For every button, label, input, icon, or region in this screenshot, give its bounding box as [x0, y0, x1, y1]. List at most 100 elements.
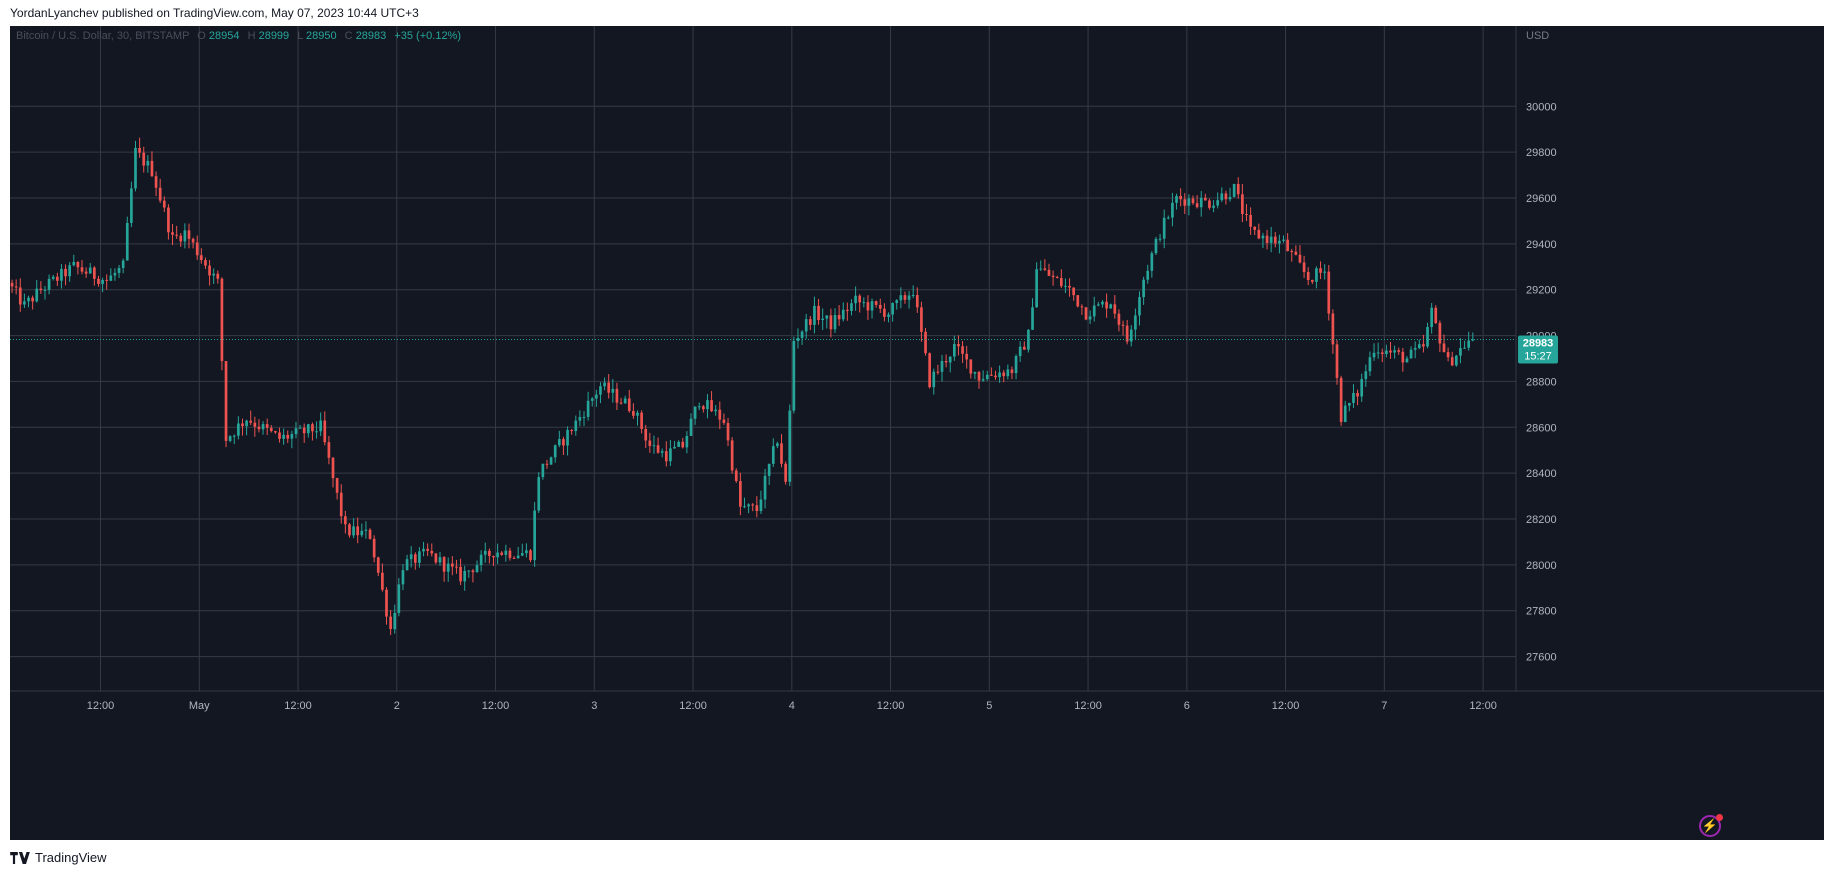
candle-up [1352, 392, 1355, 403]
candle-down [339, 492, 343, 517]
candle-up [1134, 315, 1137, 330]
candle-down [368, 529, 372, 539]
candle-up [911, 295, 915, 297]
candle-up [1315, 268, 1318, 282]
candle-up [1162, 217, 1166, 239]
candle-up [771, 446, 775, 464]
candle-down [389, 616, 392, 630]
candle-up [315, 431, 318, 433]
legend-low-value: 28950 [306, 30, 337, 42]
price-chart[interactable]: USD Bitcoin / U.S. Dollar, 30, BITSTAMP … [10, 26, 1824, 840]
time-tick-label: 7 [1381, 700, 1387, 712]
candle-down [434, 553, 438, 563]
candle-up [1154, 238, 1158, 254]
candle-down [529, 550, 532, 561]
candle-up [479, 554, 483, 566]
tradingview-logo-icon [10, 851, 30, 864]
candle-up [298, 427, 302, 429]
candle-down [1298, 254, 1302, 263]
candle-down [739, 481, 742, 507]
candle-up [1393, 350, 1396, 353]
candle-down [385, 589, 388, 617]
candle-down [632, 410, 635, 416]
candle-down [726, 422, 730, 441]
candle-down [1253, 226, 1257, 230]
candle-down [648, 440, 652, 446]
time-tick-label: 12:00 [1272, 700, 1300, 712]
candle-down [570, 430, 574, 432]
last-price-tag-box [1518, 335, 1558, 364]
candle-down [508, 550, 512, 558]
candle-up [1269, 236, 1273, 243]
candle-up [1146, 270, 1150, 280]
candle-down [138, 147, 141, 153]
candle-up [541, 463, 545, 478]
candle-down [18, 287, 22, 305]
alert-bolt-button[interactable]: ⚡ [1699, 814, 1723, 837]
candle-up [673, 446, 676, 449]
candle-down [920, 307, 923, 332]
candle-down [455, 566, 458, 568]
candle-down [450, 563, 454, 567]
candle-up [72, 262, 76, 266]
candle-down [154, 176, 158, 188]
candle-up [998, 372, 1001, 378]
candlestick-chart-svg[interactable]: USD Bitcoin / U.S. Dollar, 30, BITSTAMP … [10, 26, 1824, 840]
time-tick-label: 12:00 [1469, 700, 1497, 712]
candle-down [430, 550, 434, 554]
candles [10, 137, 1475, 635]
candle-up [1343, 405, 1347, 422]
time-tick-label: 12:00 [482, 700, 510, 712]
price-tick-label: 28800 [1526, 376, 1557, 388]
candle-down [64, 268, 67, 277]
candle-up [895, 300, 899, 303]
candle-down [1290, 251, 1294, 253]
candle-down [1434, 307, 1438, 323]
candle-down [55, 276, 59, 281]
candle-up [693, 406, 697, 419]
candle-up [352, 526, 355, 536]
candle-up [1385, 350, 1388, 354]
candle-down [1080, 306, 1084, 308]
candle-up [706, 400, 709, 410]
candle-down [734, 470, 738, 482]
candle-up [685, 435, 689, 448]
candle-up [121, 260, 125, 268]
candle-down [545, 463, 549, 465]
last-price-tag[interactable]: 28983 15:27 [1518, 335, 1558, 364]
candle-down [1257, 229, 1261, 239]
candle-up [1430, 307, 1433, 327]
candle-up [364, 529, 368, 531]
candle-up [68, 265, 72, 277]
candle-up [841, 309, 845, 320]
candle-down [1335, 344, 1339, 378]
candle-down [874, 301, 878, 305]
candle-down [858, 295, 862, 303]
candle-up [1064, 285, 1067, 287]
candle-up [525, 550, 528, 554]
candle-up [788, 410, 792, 482]
candle-up [1405, 358, 1409, 363]
candle-down [302, 427, 306, 434]
time-tick-label: 6 [1184, 700, 1190, 712]
candle-up [1092, 305, 1096, 317]
candle-up [1376, 352, 1380, 354]
candle-up [47, 278, 51, 290]
price-tick-label: 29200 [1526, 285, 1557, 297]
candle-down [105, 279, 109, 281]
candle-down [607, 382, 611, 393]
candle-up [294, 428, 298, 435]
candle-down [1117, 313, 1121, 325]
candle-up [985, 374, 989, 380]
candle-up [940, 360, 944, 372]
candle-down [1450, 357, 1454, 366]
candle-down [1055, 277, 1059, 279]
candle-down [730, 440, 734, 471]
candle-up [397, 584, 401, 613]
lightning-icon: ⚡ [1701, 818, 1719, 833]
tradingview-footer[interactable]: TradingView [10, 850, 107, 865]
candle-down [619, 402, 623, 404]
legend-high-value: 28999 [259, 30, 290, 42]
candle-up [1175, 195, 1178, 203]
legend-open-value: 28954 [209, 30, 240, 42]
